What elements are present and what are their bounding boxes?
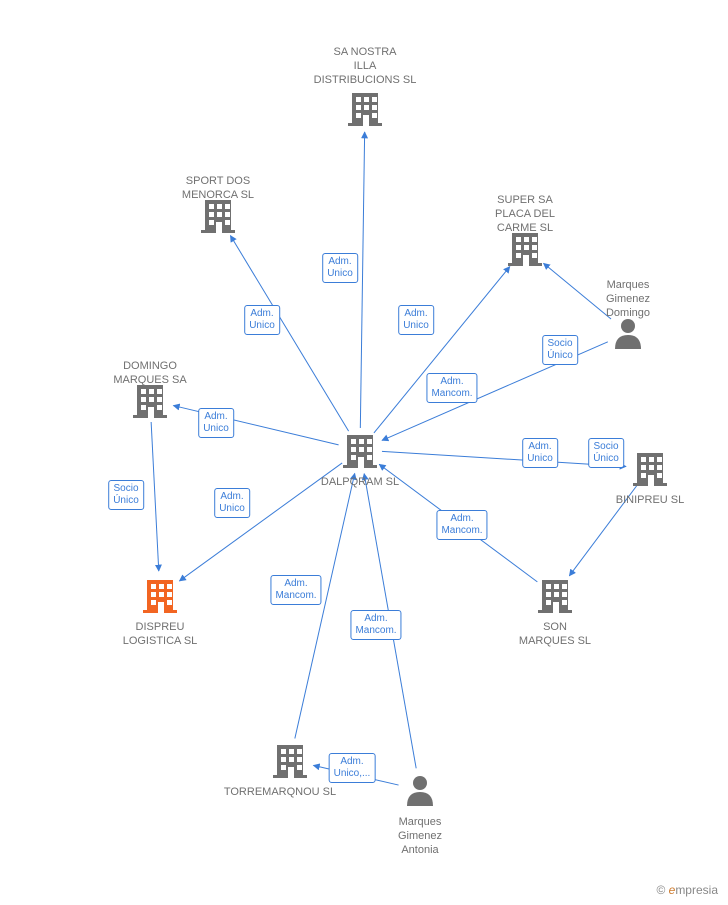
network-diagram: © empresia Adm. UnicoAdm. UnicoAdm. Unic… bbox=[0, 0, 728, 905]
building-icon[interactable] bbox=[133, 385, 167, 418]
building-icon[interactable] bbox=[633, 453, 667, 486]
edge bbox=[295, 473, 355, 738]
person-icon[interactable] bbox=[615, 319, 641, 349]
edge bbox=[382, 342, 608, 441]
edge bbox=[544, 263, 612, 319]
building-icon[interactable] bbox=[538, 580, 572, 613]
building-icon[interactable] bbox=[273, 745, 307, 778]
building-icon[interactable] bbox=[348, 93, 382, 126]
edge bbox=[382, 451, 626, 466]
person-icon[interactable] bbox=[407, 776, 433, 806]
edge bbox=[313, 765, 398, 785]
edge bbox=[151, 422, 159, 571]
edge bbox=[230, 236, 348, 432]
edge bbox=[569, 486, 636, 576]
edge bbox=[364, 474, 416, 769]
watermark: © empresia bbox=[656, 883, 718, 897]
building-icon[interactable] bbox=[201, 200, 235, 233]
building-icon[interactable] bbox=[343, 435, 377, 468]
edge bbox=[379, 464, 537, 582]
edge bbox=[360, 132, 364, 428]
building-icon[interactable] bbox=[143, 580, 177, 613]
edge bbox=[374, 267, 510, 433]
edge bbox=[179, 463, 342, 581]
building-icon[interactable] bbox=[508, 233, 542, 266]
edge bbox=[173, 406, 338, 445]
network-svg bbox=[0, 0, 728, 905]
